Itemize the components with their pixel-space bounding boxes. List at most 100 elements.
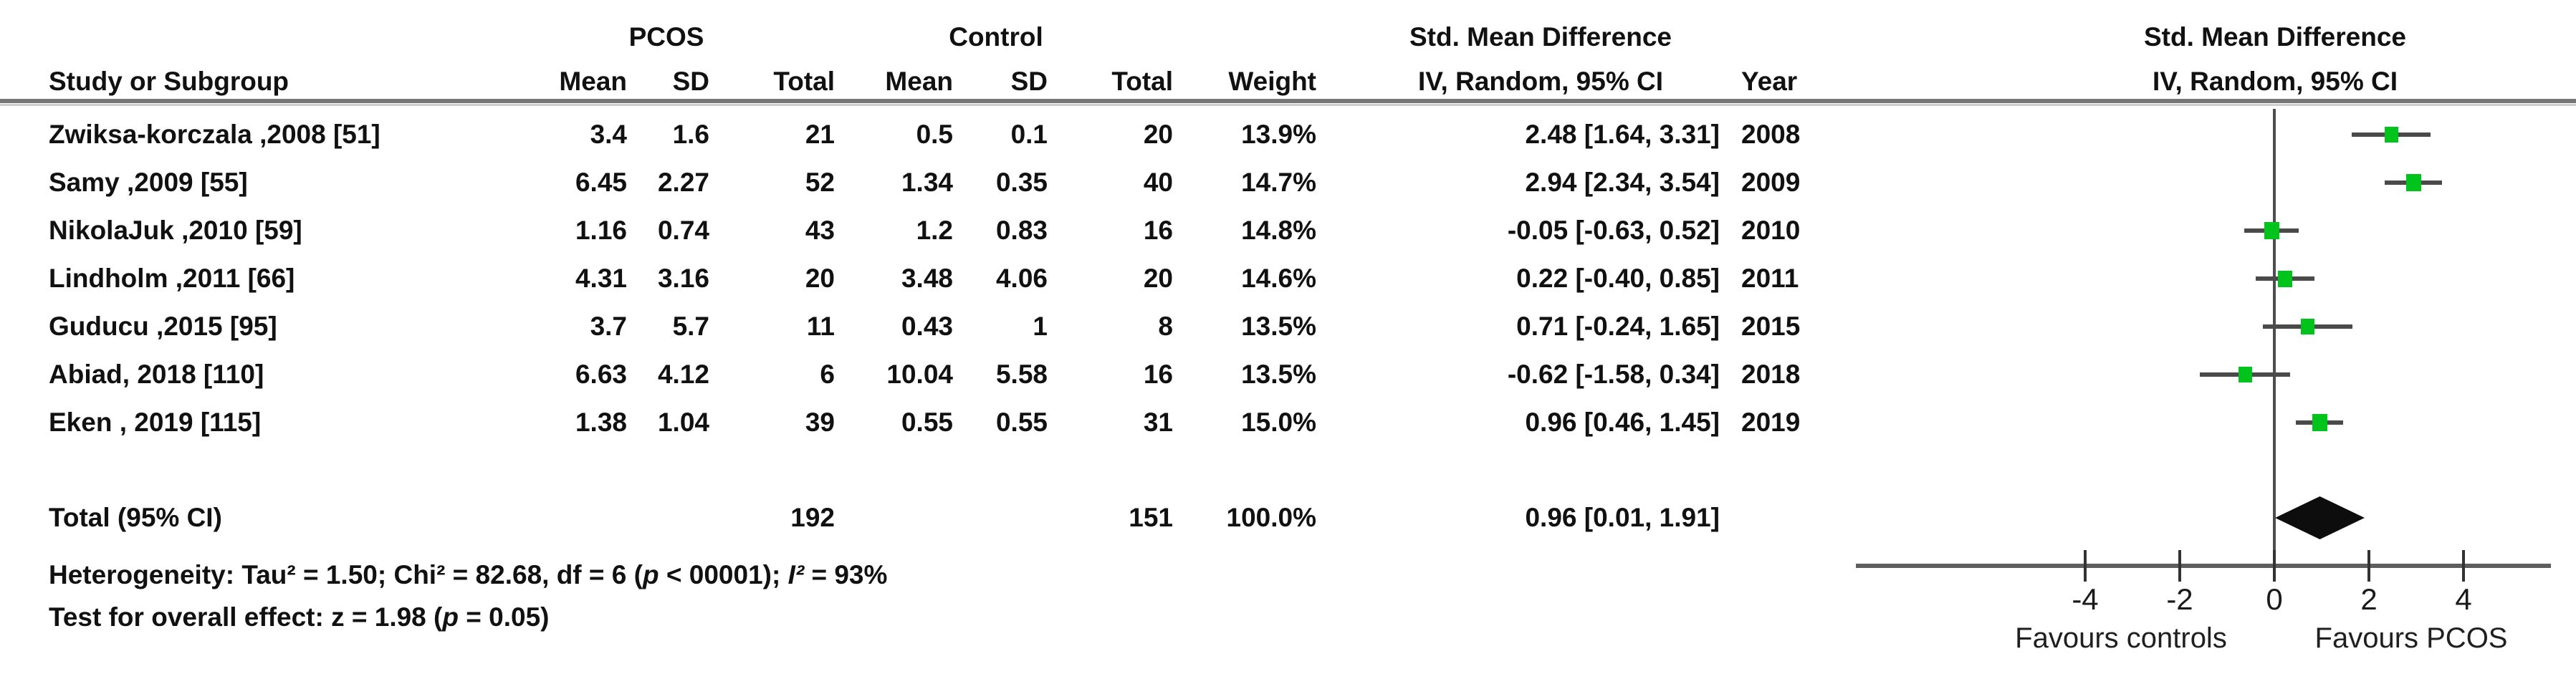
effect-marker bbox=[2312, 414, 2327, 431]
heterogeneity-part1: Heterogeneity: Tau² = 1.50; Chi² = 82.68… bbox=[49, 560, 643, 589]
control-sd-cell: 0.83 bbox=[995, 216, 1048, 245]
column-header-iv-random: IV, Random, 95% CI bbox=[1417, 67, 1663, 96]
pcos-mean-cell: 4.31 bbox=[575, 264, 627, 293]
heterogeneity-text: Heterogeneity: Tau² = 1.50; Chi² = 82.68… bbox=[49, 558, 887, 592]
pcos-total-cell: 39 bbox=[805, 408, 835, 437]
weight-cell: 15.0% bbox=[1241, 408, 1316, 437]
study-name-cell: NikolaJuk ,2010 [59] bbox=[49, 216, 302, 245]
control-sd-cell: 0.1 bbox=[1010, 120, 1048, 149]
ci-text-cell: 0.96 [0.46, 1.45] bbox=[1525, 408, 1720, 437]
column-header-study: Study or Subgroup bbox=[49, 67, 289, 96]
effect-marker bbox=[2239, 367, 2252, 382]
overall-part1: Test for overall effect: z = 1.98 ( bbox=[49, 602, 443, 632]
ci-text-cell: 0.71 [-0.24, 1.65] bbox=[1516, 312, 1720, 341]
pcos-total-cell: 11 bbox=[806, 312, 835, 341]
total-pcos-n: 192 bbox=[790, 503, 835, 532]
ci-text-cell: -0.05 [-0.63, 0.52] bbox=[1507, 216, 1720, 245]
effect-marker bbox=[2278, 271, 2292, 287]
x-axis-line bbox=[1856, 564, 2551, 568]
control-mean-cell: 1.34 bbox=[901, 168, 953, 197]
total-control-n: 151 bbox=[1129, 503, 1173, 532]
ci-text-cell: 2.48 [1.64, 3.31] bbox=[1525, 120, 1720, 149]
total-ci: 0.96 [0.01, 1.91] bbox=[1525, 503, 1720, 532]
weight-cell: 14.6% bbox=[1241, 264, 1316, 293]
control-sd-cell: 1 bbox=[1033, 312, 1048, 341]
study-row: Zwiksa-korczala ,2008 [51] 3.4 1.6 21 0.… bbox=[0, 119, 2576, 150]
total-row: Total (95% CI) 192 151 100.0% 0.96 [0.01… bbox=[0, 502, 2576, 534]
heterogeneity-part3: = 93% bbox=[804, 560, 888, 589]
axis-tick-label: 2 bbox=[2360, 582, 2378, 616]
axis-tick-label: 4 bbox=[2455, 582, 2472, 616]
heterogeneity-part2: < 00001); bbox=[659, 560, 788, 589]
ci-text-cell: -0.62 [-1.58, 0.34] bbox=[1507, 360, 1720, 389]
favours-pcos-label: Favours PCOS bbox=[2314, 622, 2508, 654]
favours-controls-label: Favours controls bbox=[2015, 622, 2227, 654]
pcos-sd-cell: 1.6 bbox=[672, 120, 709, 149]
control-sd-cell: 5.58 bbox=[995, 360, 1048, 389]
axis-tick bbox=[2178, 550, 2181, 582]
year-cell: 2018 bbox=[1741, 360, 1801, 389]
pcos-total-cell: 43 bbox=[805, 216, 835, 245]
control-sd-cell: 4.06 bbox=[995, 264, 1048, 293]
ci-text-cell: 2.94 [2.34, 3.54] bbox=[1525, 168, 1720, 197]
axis-tick-label: -4 bbox=[2072, 582, 2099, 616]
year-cell: 2019 bbox=[1741, 408, 1801, 437]
study-row: Samy ,2009 [55] 6.45 2.27 52 1.34 0.35 4… bbox=[0, 167, 2576, 198]
study-name-cell: Samy ,2009 [55] bbox=[49, 168, 248, 197]
study-row: Eken , 2019 [115] 1.38 1.04 39 0.55 0.55… bbox=[0, 407, 2576, 438]
effect-marker bbox=[2264, 222, 2279, 239]
study-name-cell: Zwiksa-korczala ,2008 [51] bbox=[49, 120, 380, 149]
study-name-cell: Lindholm ,2011 [66] bbox=[49, 264, 295, 293]
year-cell: 2010 bbox=[1741, 216, 1801, 245]
study-name-cell: Abiad, 2018 [110] bbox=[49, 360, 264, 389]
column-header-control-sd: SD bbox=[1010, 67, 1048, 96]
year-cell: 2008 bbox=[1741, 120, 1801, 149]
plot-header-iv-random: IV, Random, 95% CI bbox=[2152, 67, 2398, 96]
control-mean-cell: 0.55 bbox=[901, 408, 953, 437]
control-total-cell: 16 bbox=[1143, 216, 1173, 245]
pcos-sd-cell: 3.16 bbox=[657, 264, 709, 293]
year-cell: 2011 bbox=[1741, 264, 1799, 293]
weight-cell: 13.5% bbox=[1241, 360, 1316, 389]
pcos-sd-cell: 4.12 bbox=[657, 360, 709, 389]
pcos-sd-cell: 0.74 bbox=[657, 216, 709, 245]
weight-cell: 14.8% bbox=[1241, 216, 1316, 245]
column-header-weight: Weight bbox=[1228, 67, 1316, 96]
axis-tick bbox=[2462, 550, 2465, 582]
axis-tick-label: 0 bbox=[2266, 582, 2283, 616]
pcos-mean-cell: 1.16 bbox=[575, 216, 627, 245]
axis-tick bbox=[2084, 550, 2087, 582]
axis-tick bbox=[2273, 550, 2276, 582]
axis-tick bbox=[2367, 550, 2370, 582]
control-total-cell: 31 bbox=[1143, 408, 1173, 437]
control-total-cell: 20 bbox=[1143, 120, 1173, 149]
pcos-mean-cell: 3.7 bbox=[590, 312, 627, 341]
effect-marker bbox=[2385, 127, 2398, 143]
pcos-mean-cell: 6.63 bbox=[575, 360, 627, 389]
pcos-sd-cell: 1.04 bbox=[657, 408, 709, 437]
study-name-cell: Guducu ,2015 [95] bbox=[49, 312, 277, 341]
effect-marker bbox=[2406, 174, 2421, 191]
control-mean-cell: 0.43 bbox=[901, 312, 953, 341]
column-header-pcos-total: Total bbox=[773, 67, 835, 96]
plot-header-smd: Std. Mean Difference bbox=[2144, 22, 2406, 52]
total-weight: 100.0% bbox=[1226, 503, 1317, 532]
overall-part2: = 0.05) bbox=[458, 602, 550, 632]
overall-effect-text: Test for overall effect: z = 1.98 (p = 0… bbox=[49, 600, 550, 635]
zero-effect-line bbox=[2273, 109, 2276, 567]
control-total-cell: 40 bbox=[1143, 168, 1173, 197]
control-total-cell: 16 bbox=[1143, 360, 1173, 389]
weight-cell: 13.5% bbox=[1241, 312, 1316, 341]
header-separator-line-light bbox=[0, 104, 2576, 106]
total-label: Total (95% CI) bbox=[49, 503, 222, 532]
control-mean-cell: 0.5 bbox=[916, 120, 953, 149]
pcos-mean-cell: 6.45 bbox=[575, 168, 627, 197]
pcos-mean-cell: 1.38 bbox=[575, 408, 627, 437]
study-row: Lindholm ,2011 [66] 4.31 3.16 20 3.48 4.… bbox=[0, 263, 2576, 294]
ci-text-cell: 0.22 [-0.40, 0.85] bbox=[1516, 264, 1720, 293]
study-row: NikolaJuk ,2010 [59] 1.16 0.74 43 1.2 0.… bbox=[0, 215, 2576, 246]
control-sd-cell: 0.35 bbox=[995, 168, 1048, 197]
weight-cell: 13.9% bbox=[1241, 120, 1316, 149]
header-separator-line bbox=[0, 99, 2576, 103]
